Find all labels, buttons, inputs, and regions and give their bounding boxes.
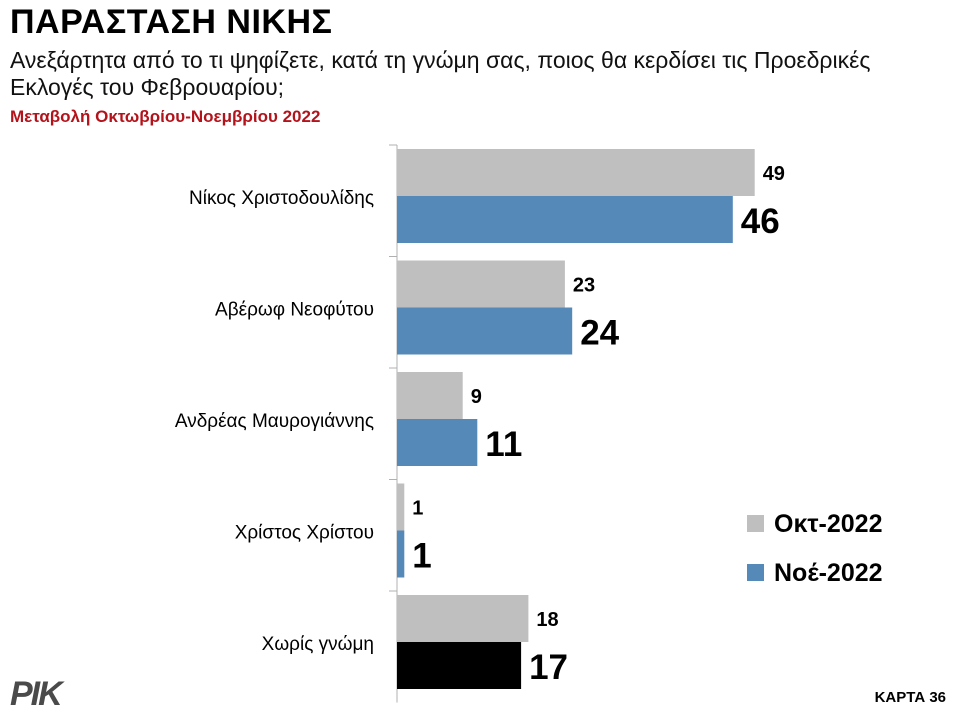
- legend-swatch: [747, 564, 764, 581]
- bar-οκτ-2022-3: [397, 372, 463, 419]
- legend-label: Οκτ-2022: [774, 510, 882, 538]
- data-label: 18: [536, 609, 558, 631]
- data-label: 1: [412, 537, 431, 576]
- page-title: ΠΑΡΑΣΤΑΣΗ ΝΙΚΗΣ: [10, 3, 333, 41]
- data-label: 49: [763, 163, 785, 185]
- category-label: Χωρίς γνώμη: [262, 634, 374, 655]
- category-label: Ανδρέας Μαυρογιάννης: [175, 411, 374, 432]
- survey-question: Ανεξάρτητα από το τι ψηφίζετε, κατά τη γ…: [10, 47, 871, 100]
- bar-οκτ-2022-1: [397, 149, 755, 196]
- comparison-period: Μεταβολή Οκτωβρίου-Νοεμβρίου 2022: [10, 107, 321, 126]
- bar-νοέ-2022-4: [397, 530, 405, 578]
- data-label: 24: [580, 314, 619, 353]
- data-label: 11: [485, 425, 522, 464]
- data-label: 9: [471, 386, 482, 408]
- legend-swatch: [747, 515, 764, 532]
- bar-οκτ-2022-4: [397, 483, 405, 531]
- slide-number: ΚΑΡΤΑ 36: [874, 689, 946, 706]
- rik-logo: ΡΙΚ: [10, 675, 63, 713]
- category-label: Νίκος Χριστοδουλίδης: [189, 188, 374, 209]
- bar-νοέ-2022-2: [397, 307, 573, 355]
- bar-νοέ-2022-1: [397, 196, 733, 243]
- data-label: 1: [412, 498, 423, 520]
- data-label: 17: [529, 648, 568, 687]
- data-label: 46: [741, 202, 780, 241]
- data-label: 23: [573, 275, 595, 297]
- category-label: Αβέρωφ Νεοφύτου: [215, 300, 374, 321]
- bar-νοέ-2022-3: [397, 419, 478, 466]
- bar-οκτ-2022-2: [397, 260, 565, 308]
- bar-οκτ-2022-5: [397, 595, 529, 642]
- legend-label: Νοέ-2022: [774, 559, 883, 587]
- category-label: Χρίστος Χρίστου: [235, 523, 374, 544]
- bar-νοέ-2022-5: [397, 642, 522, 689]
